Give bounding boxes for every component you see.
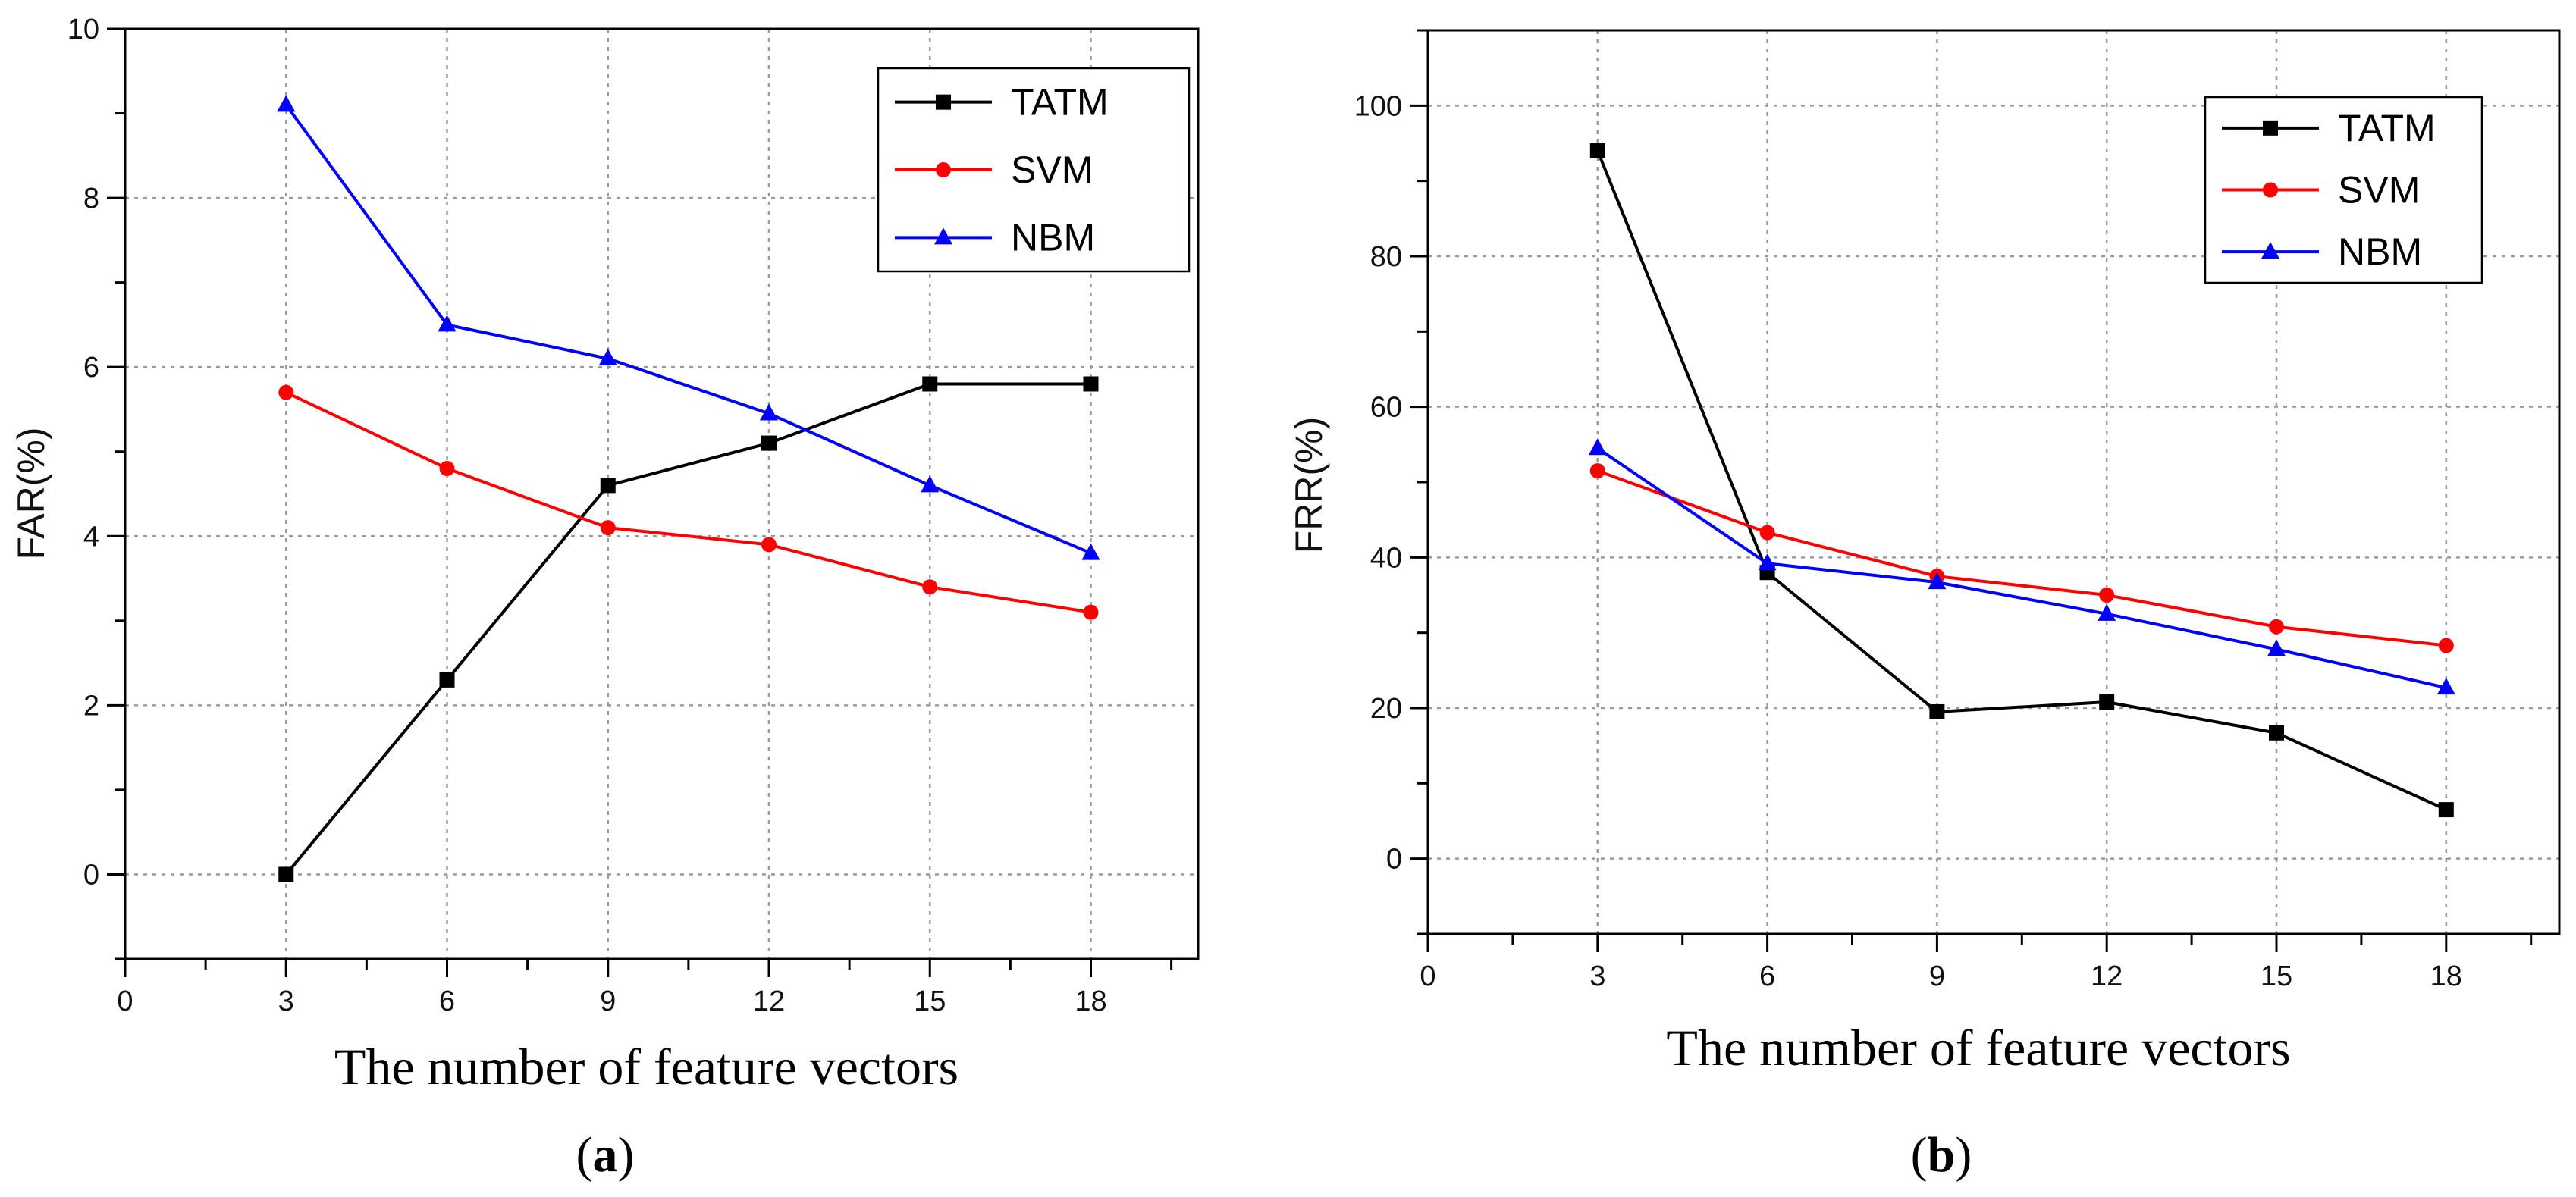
legend-label-nbm: NBM — [1011, 216, 1095, 259]
y-tick-label: 2 — [83, 690, 99, 722]
data-point-tatm — [2269, 725, 2284, 741]
legend-label-nbm: NBM — [2338, 230, 2422, 273]
y-tick-label: 40 — [1370, 542, 1402, 574]
data-point-tatm — [1589, 143, 1605, 158]
legend-marker-svm — [2263, 182, 2278, 198]
data-point-nbm — [1081, 543, 1100, 560]
data-point-svm — [278, 384, 294, 400]
y-tick-label: 80 — [1370, 241, 1402, 273]
x-axis-label: The number of feature vectors — [334, 1038, 959, 1095]
legend-marker-tatm — [2263, 120, 2278, 136]
data-point-nbm — [1588, 438, 1607, 456]
data-point-svm — [761, 537, 777, 553]
series-line-svm — [1597, 469, 2447, 647]
y-axis-label: FRR(%) — [1288, 417, 1330, 554]
legend-marker-nbm — [934, 227, 952, 245]
data-point-tatm — [1083, 376, 1099, 392]
data-point-tatm — [278, 866, 294, 882]
series-tatm — [1589, 143, 2454, 818]
chart-panel-b: 0 3 6 9 12 15 18 0 20 40 60 80 100 FRR(%) The number o… — [1288, 29, 2561, 1183]
series-nbm — [1588, 438, 2455, 695]
data-point-nbm — [277, 95, 296, 112]
y-tick-label: 100 — [1354, 90, 1402, 122]
x-tick-label: 15 — [914, 985, 946, 1017]
series-tatm — [278, 376, 1099, 882]
data-point-nbm — [438, 315, 457, 332]
data-point-svm — [439, 461, 455, 477]
chart-panel-a: 0 3 6 9 12 15 18 0 2 4 6 8 10 FAR(%) The number of fea… — [10, 14, 1200, 1183]
data-point-tatm — [2438, 802, 2454, 818]
plot-frame — [124, 27, 1200, 960]
data-point-tatm — [439, 672, 455, 688]
y-tick-label: 0 — [1386, 844, 1402, 876]
y-tick-label: 60 — [1370, 392, 1402, 424]
series-svm — [278, 384, 1099, 620]
legend-marker-tatm — [936, 94, 951, 110]
data-point-nbm — [1758, 553, 1777, 571]
data-point-tatm — [1929, 703, 1945, 719]
x-tick-label: 6 — [1759, 960, 1775, 992]
x-tick-label: 6 — [439, 985, 455, 1017]
legend-marker-nbm — [2261, 242, 2279, 259]
y-tick-label: 6 — [83, 352, 99, 384]
data-point-svm — [600, 520, 616, 536]
x-tick-label: 9 — [1929, 960, 1945, 992]
legend-label-svm: SVM — [2338, 169, 2420, 212]
y-tick-label: 8 — [83, 183, 99, 215]
data-point-svm — [1589, 463, 1605, 479]
x-tick-label: 3 — [278, 985, 294, 1017]
legend: TATM SVM NBM — [877, 67, 1191, 273]
series-svm — [1589, 463, 2454, 653]
data-point-tatm — [761, 435, 777, 451]
data-point-tatm — [2099, 694, 2115, 710]
legend-label-tatm: TATM — [1011, 81, 1109, 124]
data-point-nbm — [921, 475, 940, 493]
y-tick-label: 4 — [83, 521, 99, 553]
x-tick-label: 18 — [2430, 960, 2462, 992]
data-point-nbm — [598, 349, 617, 366]
legend-label-tatm: TATM — [2338, 107, 2436, 149]
x-tick-label: 18 — [1075, 985, 1106, 1017]
x-tick-label: 3 — [1589, 960, 1605, 992]
data-point-nbm — [2098, 603, 2116, 621]
data-point-tatm — [600, 478, 616, 494]
y-tick-label: 0 — [83, 859, 99, 891]
data-point-nbm — [1928, 572, 1947, 590]
data-point-svm — [922, 579, 938, 595]
y-tick-label: 10 — [67, 14, 99, 45]
data-point-svm — [1083, 604, 1099, 620]
y-axis-label: FAR(%) — [10, 428, 52, 560]
x-tick-label: 9 — [600, 985, 616, 1017]
legend: TATM SVM NBM — [2204, 96, 2483, 284]
series-nbm — [277, 95, 1100, 560]
data-point-svm — [1759, 525, 1775, 541]
series-line-svm — [285, 390, 1091, 614]
data-point-svm — [2269, 619, 2284, 635]
data-point-nbm — [2436, 678, 2455, 695]
x-tick-label: 15 — [2261, 960, 2292, 992]
x-tick-label: 12 — [2091, 960, 2123, 992]
data-point-svm — [2438, 638, 2454, 653]
data-point-tatm — [922, 376, 938, 392]
x-tick-label: 0 — [1420, 960, 1435, 992]
subfigure-label: (b) — [1911, 1127, 1972, 1183]
x-tick-label: 0 — [117, 985, 133, 1017]
legend-label-svm: SVM — [1011, 149, 1093, 191]
x-axis-label: The number of feature vectors — [1666, 1019, 2290, 1076]
series-line-tatm — [1595, 150, 2447, 811]
x-tick-label: 12 — [753, 985, 785, 1017]
series-line-nbm — [284, 104, 1092, 555]
subfigure-label: (a) — [576, 1127, 635, 1183]
y-tick-label: 20 — [1370, 693, 1402, 725]
data-point-svm — [2099, 588, 2115, 603]
legend-marker-svm — [936, 162, 951, 177]
data-point-nbm — [2267, 639, 2286, 656]
series-line-nbm — [1596, 447, 2447, 690]
data-point-nbm — [760, 403, 778, 421]
series-line-tatm — [284, 382, 1091, 876]
